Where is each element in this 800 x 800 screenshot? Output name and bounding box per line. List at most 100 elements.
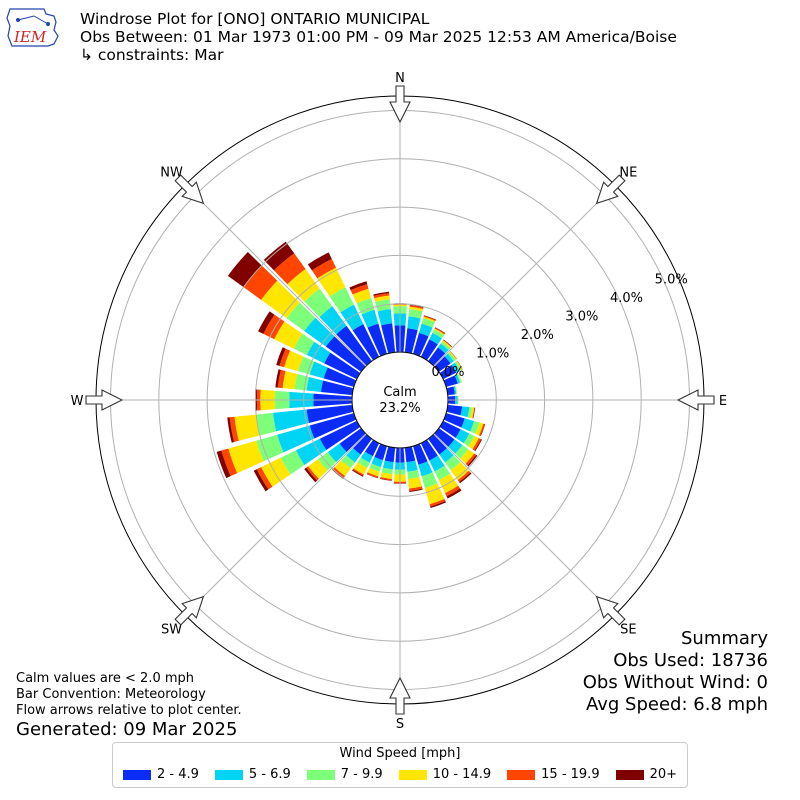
windrose-bar-segment <box>446 488 462 499</box>
compass-label-sw: SW <box>161 622 182 637</box>
windrose-bar-segment <box>221 448 238 477</box>
windrose-bar-segment <box>428 347 446 366</box>
windrose-bar-segment <box>439 448 454 463</box>
compass-label-nw: NW <box>160 166 183 181</box>
legend-item: 2 - 4.9 <box>122 767 199 782</box>
flow-arrow-icon <box>595 595 626 626</box>
windrose-bar-segment <box>381 467 393 475</box>
windrose-bar-segment <box>448 439 463 454</box>
windrose-bar-segment <box>380 478 392 481</box>
windrose-bar-segment <box>434 356 451 372</box>
compass-label-w: W <box>71 394 84 409</box>
windrose-bar-segment <box>357 457 370 468</box>
windrose-bar-segment <box>429 455 445 472</box>
radial-tick-label: 2.0% <box>521 328 554 343</box>
windrose-bar-segment <box>423 316 436 323</box>
windrose-bar-segment <box>256 412 277 436</box>
windrose-bar-segment <box>446 386 455 396</box>
windrose-bar-segment <box>428 434 447 455</box>
windrose-bar-segment <box>373 293 390 299</box>
windrose-bar-segment <box>430 501 447 508</box>
windrose-bar-segment <box>304 317 335 347</box>
legend-item: 5 - 6.9 <box>214 767 291 782</box>
windrose-bar-segment <box>306 404 354 424</box>
windrose-bar-segment <box>469 407 475 419</box>
windrose-bar-segment <box>360 451 373 463</box>
windrose-bar-segment <box>228 440 264 474</box>
grid-spoke <box>184 433 367 616</box>
windrose-bar-segment <box>451 362 460 373</box>
windrose-bar-segment <box>408 476 422 489</box>
radial-tick-label: 0.0% <box>431 365 464 380</box>
calm-label: Calm <box>383 385 416 400</box>
windrose-bar-segment <box>319 306 347 335</box>
windrose-bar-segment <box>444 353 454 364</box>
summary-avg-speed: Avg Speed: 6.8 mph <box>586 694 768 715</box>
windrose-bar-segment <box>374 443 387 461</box>
windrose-bar-segment <box>423 315 437 321</box>
grid-spoke <box>433 433 616 616</box>
windrose-bar-segment <box>474 439 482 452</box>
windrose-bar-segment <box>407 469 420 479</box>
legend: Wind Speed [mph] 2 - 4.9 5 - 6.9 7 - 9.9 10… <box>112 742 688 788</box>
windrose-bar-segment <box>384 446 396 463</box>
windrose-bar-segment <box>277 369 286 389</box>
windrose-bar-segment <box>457 373 462 383</box>
compass-label-s: S <box>396 717 404 732</box>
compass-label-e: E <box>719 394 727 409</box>
logo-text: IEM <box>13 28 47 46</box>
windrose-bar-segment <box>434 327 446 334</box>
windrose-bar-segment <box>429 332 442 345</box>
radial-tick-label: 3.0% <box>565 310 598 325</box>
windrose-bar-segment <box>413 443 428 465</box>
windrose-bar-segment <box>272 409 309 432</box>
windrose-bar-segment <box>227 417 235 443</box>
windrose-bar-segment <box>450 462 469 481</box>
radial-tick-label: 5.0% <box>655 273 688 288</box>
flow-arrow-icon <box>174 595 205 626</box>
windrose-bar-segment <box>455 445 469 459</box>
windrose-bar-segment <box>317 267 346 297</box>
windrose-bar-segment <box>352 324 380 361</box>
windrose-bar-segment <box>304 467 318 483</box>
iem-logo: IEM <box>6 8 59 47</box>
windrose-bar-segment <box>324 352 361 380</box>
windrose-bar-segment <box>280 450 305 475</box>
windrose-bar-segment <box>445 485 461 497</box>
compass-label-ne: NE <box>619 166 637 181</box>
windrose-bar-segment <box>382 460 394 470</box>
windrose-bar-segment <box>409 306 424 312</box>
windrose-bar-segment <box>274 321 303 349</box>
compass-label-se: SE <box>620 622 636 637</box>
legend-label: 10 - 14.9 <box>432 767 492 782</box>
windrose-bar-segment <box>447 352 456 362</box>
windrose-bar-segment <box>465 453 477 466</box>
windrose-bar-segment <box>423 315 436 321</box>
windrose-bar-segment <box>373 291 390 296</box>
notes-block: Calm values are < 2.0 mph Bar Convention… <box>16 671 242 719</box>
windrose-bar-segment <box>454 361 462 372</box>
windrose-bar-segment <box>408 309 423 319</box>
windrose-bar-segment <box>453 386 457 395</box>
windrose-bar-segment <box>263 241 295 271</box>
windrose-bar-segment <box>308 459 328 479</box>
windrose-bar-segment <box>434 465 451 481</box>
windrose-bar-segment <box>418 461 433 477</box>
grid-spoke <box>433 184 616 367</box>
windrose-bar-segment <box>295 438 327 465</box>
windrose-bar-segment <box>432 329 445 339</box>
windrose-bar-segment <box>323 367 357 387</box>
chart-title: Windrose Plot for [ONO] ONTARIO MUNICIPA… <box>80 10 430 28</box>
legend-swatch <box>122 769 151 780</box>
windrose-bar-segment <box>353 434 372 455</box>
radial-tick-label: 4.0% <box>610 291 643 306</box>
summary-title: Summary <box>681 628 768 649</box>
legend-label: 20+ <box>649 767 678 782</box>
windrose-bar-segment <box>380 472 393 479</box>
windrose-bar-segment <box>409 305 424 309</box>
windrose-bar-segment <box>429 498 446 507</box>
legend-swatch <box>306 769 335 780</box>
windrose-bar-segment <box>472 407 476 419</box>
flow-arrow-icon <box>389 676 411 715</box>
legend-item: 7 - 9.9 <box>306 767 383 782</box>
